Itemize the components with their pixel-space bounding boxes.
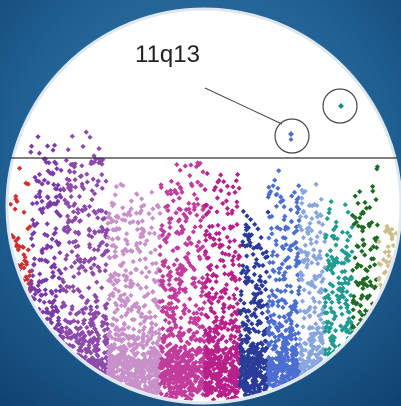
leader-line <box>204 87 283 125</box>
point-cluster <box>265 168 303 401</box>
point-cluster <box>27 134 65 401</box>
highlight-ring <box>274 118 310 154</box>
annotation: 11q13 <box>135 41 200 68</box>
point-cluster <box>202 170 243 401</box>
highlight-ring <box>322 88 358 124</box>
point-cluster <box>297 181 328 401</box>
point <box>288 131 294 142</box>
point-cluster <box>105 181 163 401</box>
point-cluster <box>237 208 271 401</box>
point-cluster <box>59 129 111 401</box>
point-cluster <box>157 160 208 401</box>
point <box>338 103 344 109</box>
